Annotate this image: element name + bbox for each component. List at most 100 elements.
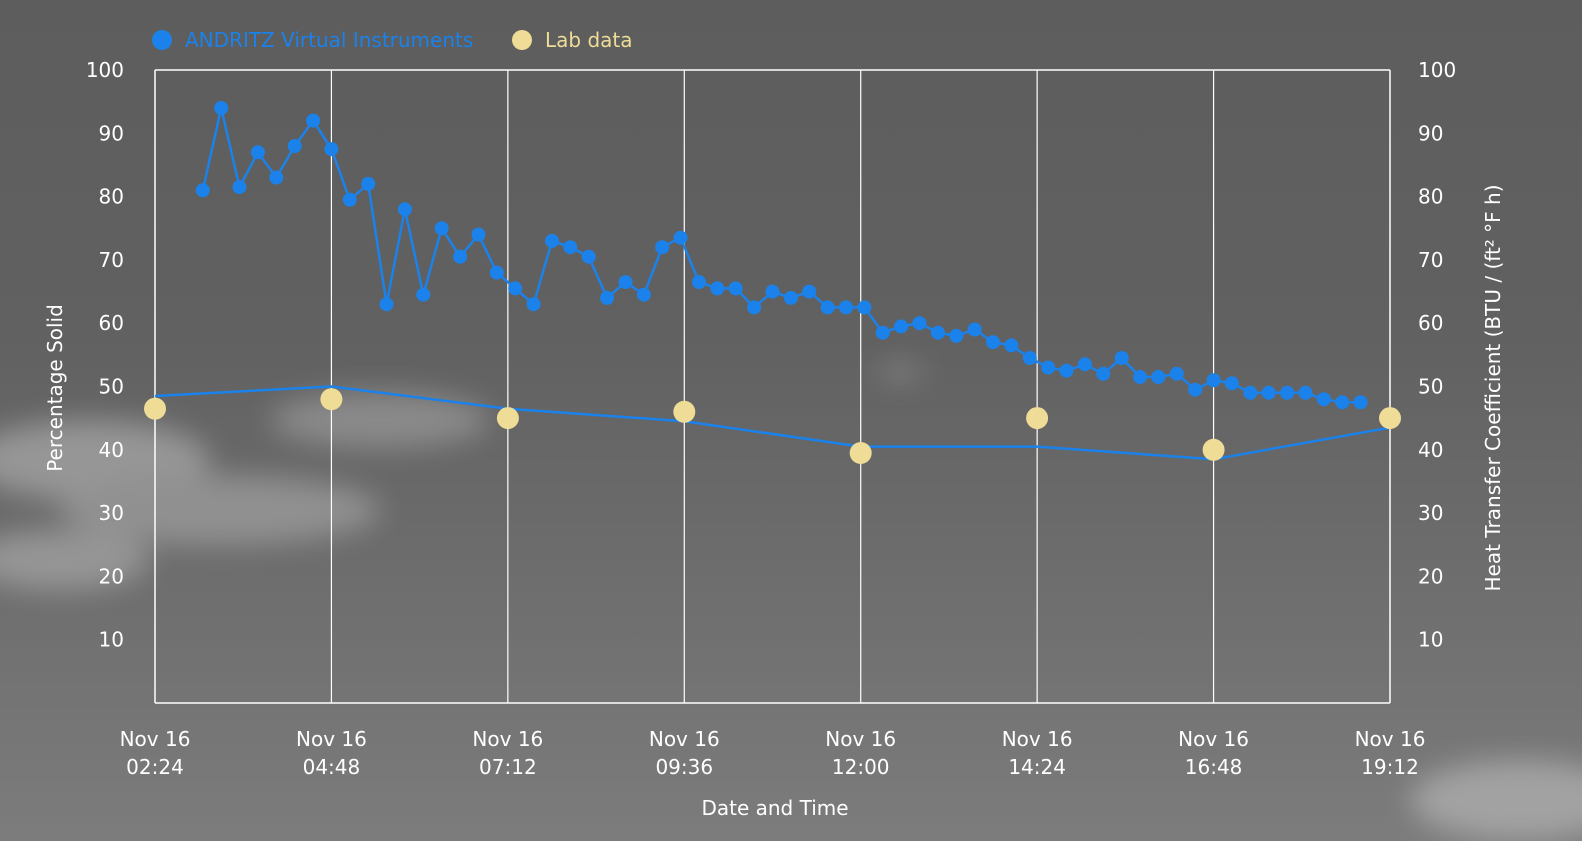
data-point-virtual	[1316, 392, 1331, 407]
x-tick-label-date: Nov 16	[649, 727, 720, 751]
x-tick-label-date: Nov 16	[1355, 727, 1426, 751]
data-point-virtual	[581, 249, 596, 264]
y-tick-label-left: 80	[99, 185, 124, 209]
data-point-virtual	[195, 183, 210, 198]
data-point-virtual	[986, 335, 1000, 350]
y-tick-label-left: 50	[99, 375, 124, 399]
data-point-virtual	[1243, 385, 1258, 400]
data-point-virtual	[397, 202, 412, 217]
legend: ANDRITZ Virtual Instruments Lab data	[152, 28, 633, 52]
y-tick-label-left: 40	[99, 438, 124, 462]
y-axis-title-left: Percentage Solid	[43, 304, 67, 472]
y-tick-label-left: 20	[99, 564, 124, 588]
data-point-lab	[1202, 438, 1225, 461]
x-tick-label-time: 07:12	[479, 755, 537, 779]
data-point-virtual	[1151, 370, 1166, 384]
data-point-virtual	[471, 227, 486, 242]
data-point-virtual	[673, 230, 688, 245]
data-point-lab	[1026, 407, 1049, 430]
data-point-virtual	[765, 284, 780, 299]
data-point-virtual	[802, 284, 817, 299]
data-point-virtual	[1353, 395, 1368, 410]
data-point-lab	[320, 388, 343, 411]
x-tick-label-time: 04:48	[303, 755, 361, 779]
data-point-virtual	[912, 316, 927, 331]
data-point-virtual	[1224, 376, 1239, 391]
y-tick-label-right: 50	[1418, 375, 1443, 399]
data-point-virtual	[434, 221, 449, 236]
data-point-virtual	[1059, 363, 1074, 378]
data-point-virtual	[563, 240, 578, 255]
data-point-virtual	[949, 328, 964, 343]
x-tick-label-time: 16:48	[1185, 755, 1243, 779]
data-point-virtual	[1298, 385, 1313, 400]
data-point-virtual	[1133, 370, 1148, 384]
y-tick-label-right: 90	[1418, 121, 1443, 145]
data-point-virtual	[600, 290, 615, 305]
series-line-virtual	[201, 107, 1361, 404]
data-point-virtual	[306, 113, 321, 128]
y-tick-label-right: 60	[1418, 311, 1443, 335]
data-point-virtual	[232, 180, 247, 195]
data-point-virtual	[820, 300, 835, 315]
data-point-virtual	[1022, 351, 1037, 365]
data-point-virtual	[1188, 382, 1203, 397]
data-point-virtual	[857, 300, 872, 315]
background-clouds	[0, 364, 1582, 840]
x-tick-label-date: Nov 16	[472, 727, 543, 751]
y-tick-label-right: 80	[1418, 185, 1443, 209]
data-point-virtual	[526, 297, 541, 312]
data-point-virtual	[894, 319, 909, 334]
data-point-lab	[144, 397, 166, 420]
data-point-virtual	[1169, 366, 1184, 381]
y-tick-label-right: 40	[1418, 438, 1443, 462]
data-point-virtual	[655, 240, 670, 255]
y-tick-label-left: 10	[99, 628, 124, 652]
legend-label-virtual: ANDRITZ Virtual Instruments	[185, 28, 473, 52]
data-point-virtual	[1096, 366, 1111, 381]
y-tick-label-left: 70	[99, 248, 124, 272]
data-point-virtual	[361, 176, 376, 191]
data-point-virtual	[1114, 351, 1129, 365]
y-tick-label-left: 30	[99, 501, 124, 525]
data-point-virtual	[342, 192, 357, 207]
x-tick-label-time: 12:00	[832, 755, 890, 779]
data-point-virtual	[287, 139, 302, 153]
x-tick-label-date: Nov 16	[1002, 727, 1073, 751]
x-tick-label-date: Nov 16	[1178, 727, 1249, 751]
x-ticks: Nov 16 02:24 Nov 16 04:48 Nov 16 07:12 Nov 16 0…	[120, 727, 1426, 779]
data-point-virtual	[545, 233, 559, 248]
legend-marker-lab	[512, 30, 532, 50]
x-tick-label-time: 19:12	[1361, 755, 1419, 779]
data-point-virtual	[1206, 373, 1221, 388]
y-tick-label-right: 30	[1418, 501, 1443, 525]
y-tick-label-right: 100	[1418, 58, 1456, 82]
y-tick-label-left: 90	[99, 121, 124, 145]
data-point-virtual	[508, 281, 523, 296]
data-point-virtual	[1077, 357, 1092, 372]
data-point-lab	[496, 407, 519, 430]
data-point-virtual	[1280, 385, 1295, 400]
y-tick-label-right: 10	[1418, 628, 1443, 652]
y-tick-label-right: 20	[1418, 564, 1443, 588]
data-point-virtual	[967, 322, 982, 337]
data-point-virtual	[839, 300, 853, 315]
data-point-virtual	[1261, 385, 1276, 400]
data-point-virtual	[710, 281, 725, 296]
data-point-virtual	[416, 287, 431, 302]
data-point-virtual	[489, 265, 504, 280]
data-point-lab	[673, 400, 696, 423]
data-point-virtual	[1335, 395, 1350, 410]
data-point-virtual	[269, 170, 284, 185]
data-point-virtual	[747, 300, 762, 315]
legend-label-lab: Lab data	[545, 28, 633, 52]
y-ticks-left: 10 20 30 40 50 60 70 80 90 100	[86, 58, 124, 652]
data-point-virtual	[324, 142, 339, 157]
axes	[154, 69, 1391, 704]
data-point-virtual	[1004, 338, 1019, 353]
x-tick-label-date: Nov 16	[825, 727, 896, 751]
y-tick-label-left: 100	[86, 58, 124, 82]
data-point-virtual	[728, 281, 743, 296]
data-point-virtual	[1041, 360, 1056, 375]
